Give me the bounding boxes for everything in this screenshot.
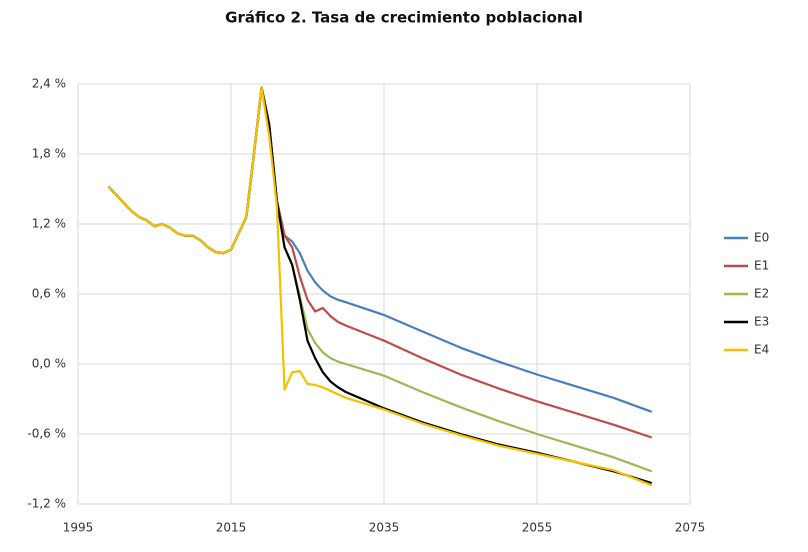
y-tick-label: -0,6 % [27, 427, 66, 441]
x-tick-label: 2015 [216, 521, 247, 535]
y-tick-label: 2,4 % [32, 77, 66, 91]
legend-label: E0 [754, 231, 769, 245]
line-series [107, 86, 653, 473]
chart-title: Gráfico 2. Tasa de crecimiento poblacion… [225, 9, 583, 27]
x-tick-label: 1995 [63, 521, 94, 535]
legend-label: E2 [754, 287, 769, 301]
x-tick-label: 2035 [369, 521, 400, 535]
x-tick-label: 2055 [522, 521, 553, 535]
y-tick-label: 1,2 % [32, 217, 66, 231]
line-series [107, 86, 653, 485]
legend-label: E1 [754, 259, 769, 273]
x-tick-label: 2075 [675, 521, 706, 535]
legend-label: E4 [754, 343, 769, 357]
y-tick-label: 1,8 % [32, 147, 66, 161]
line-series [107, 86, 653, 487]
line-series [107, 86, 653, 413]
y-tick-label: -1,2 % [27, 497, 66, 511]
legend-label: E3 [754, 315, 769, 329]
y-tick-label: 0,0 % [32, 357, 66, 371]
y-tick-label: 0,6 % [32, 287, 66, 301]
